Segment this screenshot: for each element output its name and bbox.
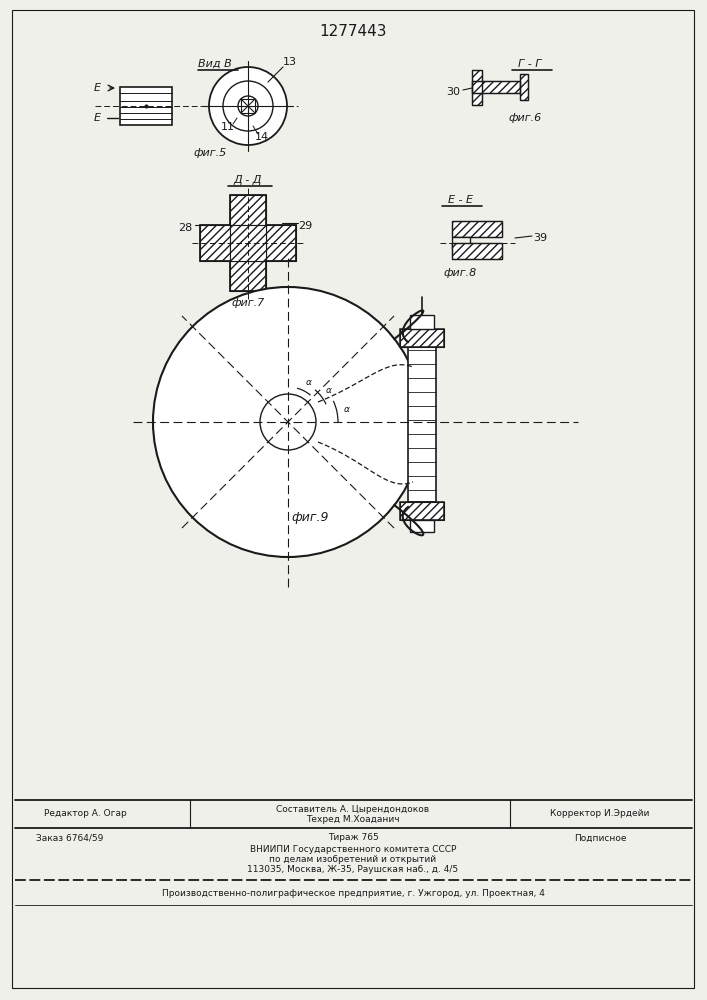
Text: 11: 11 xyxy=(221,122,235,132)
Ellipse shape xyxy=(223,81,273,131)
Bar xyxy=(452,237,470,249)
Bar xyxy=(472,81,520,93)
Text: 28: 28 xyxy=(178,223,192,233)
Text: Подписное: Подписное xyxy=(574,834,626,842)
Bar xyxy=(230,225,266,261)
Text: 14: 14 xyxy=(255,132,269,142)
Text: Г - Г: Г - Г xyxy=(518,59,542,69)
Text: 113035, Москва, Ж-35, Раушская наб., д. 4/5: 113035, Москва, Ж-35, Раушская наб., д. … xyxy=(247,865,459,874)
Text: фиг.8: фиг.8 xyxy=(443,268,477,278)
Text: по делам изобретений и открытий: по делам изобретений и открытий xyxy=(269,856,436,864)
Circle shape xyxy=(260,394,316,450)
Text: Техред М.Хоаданич: Техред М.Хоаданич xyxy=(306,816,399,824)
Bar xyxy=(452,243,502,259)
Bar xyxy=(400,329,444,347)
Bar xyxy=(408,347,436,502)
Bar xyxy=(452,221,502,237)
Bar xyxy=(472,81,520,93)
Text: фиг.9: фиг.9 xyxy=(291,510,329,524)
Ellipse shape xyxy=(209,67,287,145)
Text: Д - Д: Д - Д xyxy=(234,175,262,185)
Bar xyxy=(200,225,230,261)
Text: Редактор А. Огар: Редактор А. Огар xyxy=(44,808,127,818)
Text: 39: 39 xyxy=(533,233,547,243)
Text: Заказ 6764/59: Заказ 6764/59 xyxy=(36,834,104,842)
Text: Е - Е: Е - Е xyxy=(448,195,472,205)
Text: Составитель А. Цырендондоков: Составитель А. Цырендондоков xyxy=(276,806,430,814)
Text: $\alpha$: $\alpha$ xyxy=(325,386,333,395)
Text: $\alpha$: $\alpha$ xyxy=(305,378,312,387)
Text: фиг.6: фиг.6 xyxy=(508,113,542,123)
Bar xyxy=(520,74,528,100)
Bar xyxy=(400,502,444,520)
Bar xyxy=(472,70,482,105)
Text: $\alpha$: $\alpha$ xyxy=(343,405,351,414)
Text: фиг.5: фиг.5 xyxy=(194,148,227,158)
Text: Тираж 765: Тираж 765 xyxy=(327,834,378,842)
Ellipse shape xyxy=(238,96,258,116)
Bar xyxy=(410,315,434,329)
Bar xyxy=(266,225,296,261)
Bar xyxy=(472,70,482,105)
Bar xyxy=(520,74,528,100)
Bar xyxy=(400,329,444,347)
Text: Производственно-полиграфическое предприятие, г. Ужгород, ул. Проектная, 4: Производственно-полиграфическое предприя… xyxy=(162,888,544,898)
Text: 29: 29 xyxy=(298,221,312,231)
Bar xyxy=(400,502,444,520)
Text: E: E xyxy=(93,113,100,123)
Text: 13: 13 xyxy=(283,57,297,67)
Text: Корректор И.Эрдейи: Корректор И.Эрдейи xyxy=(550,808,650,818)
Text: фиг.7: фиг.7 xyxy=(231,298,264,308)
Bar xyxy=(241,99,255,113)
Bar xyxy=(230,195,266,225)
Bar xyxy=(452,221,502,237)
Bar xyxy=(410,520,434,532)
Text: Вид В: Вид В xyxy=(198,59,232,69)
Text: 1277443: 1277443 xyxy=(320,24,387,39)
Bar xyxy=(120,87,172,125)
Bar xyxy=(452,243,502,259)
Circle shape xyxy=(153,287,423,557)
Bar xyxy=(230,261,266,291)
Text: 30: 30 xyxy=(446,87,460,97)
Text: ВНИИПИ Государственного комитета СССР: ВНИИПИ Государственного комитета СССР xyxy=(250,846,456,854)
Text: E: E xyxy=(93,83,100,93)
